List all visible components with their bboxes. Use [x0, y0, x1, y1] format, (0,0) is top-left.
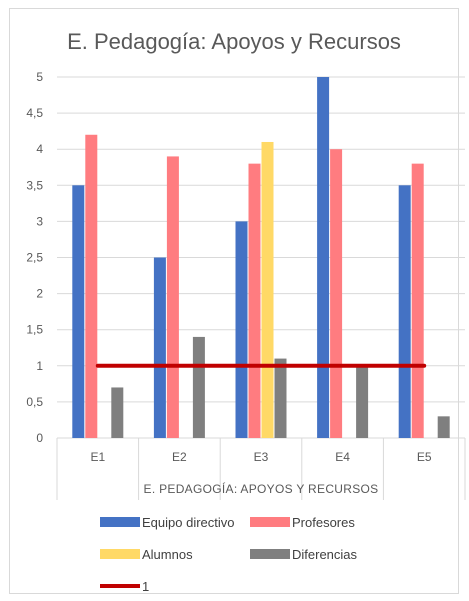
x-axis-tick-labels: E1 E2 E3 E4 E5: [90, 450, 431, 464]
legend-label: Alumnos: [142, 547, 193, 562]
x-tick-label: E3: [254, 450, 269, 464]
bar-profesores-e5: [411, 163, 424, 438]
gridlines: [56, 76, 466, 500]
bar-profesores-e2: [166, 156, 179, 439]
y-tick-label: 4,5: [26, 106, 43, 120]
y-tick-label: 1,5: [26, 323, 43, 337]
bar-equipo-directivo-e1: [72, 185, 85, 438]
legend-swatch: [250, 517, 290, 527]
y-tick-label: 3,5: [26, 178, 43, 192]
legend-label: Diferencias: [292, 547, 358, 562]
y-tick-label: 2: [36, 287, 43, 301]
y-tick-label: 3: [36, 214, 43, 228]
y-tick-label: 4: [36, 142, 43, 156]
x-tick-label: E1: [90, 450, 105, 464]
legend-swatch: [100, 517, 140, 527]
bar-profesores-e3: [248, 163, 261, 438]
x-axis-title: E. PEDAGOGÍA: APOYOS Y RECURSOS: [144, 481, 379, 496]
y-tick-label: 5: [36, 70, 43, 84]
bar-diferencias-e5: [437, 416, 450, 438]
y-tick-label: 0: [36, 431, 43, 445]
legend-label: Equipo directivo: [142, 515, 235, 530]
x-tick-label: E2: [172, 450, 187, 464]
legend: Equipo directivo Profesores Alumnos Diferen…: [100, 515, 358, 594]
bar-diferencias-e2: [192, 336, 205, 438]
x-tick-label: E4: [335, 450, 350, 464]
y-axis-tick-labels: 0 0,5 1 1,5 2 2,5 3 3,5 4 4,5 5: [26, 70, 43, 445]
bar-profesores-e1: [85, 134, 98, 438]
y-tick-label: 0,5: [26, 395, 43, 409]
y-tick-label: 1: [36, 359, 43, 373]
bar-equipo-directivo-e3: [235, 221, 248, 438]
x-tick-label: E5: [417, 450, 432, 464]
bar-diferencias-e4: [356, 365, 369, 438]
y-tick-label: 2,5: [26, 251, 43, 265]
legend-swatch: [100, 549, 140, 559]
legend-label: Profesores: [292, 515, 355, 530]
legend-label: 1: [142, 579, 149, 594]
bar-diferencias-e3: [274, 358, 287, 438]
bar-profesores-e4: [330, 149, 343, 438]
chart-title: E. Pedagogía: Apoyos y Recursos: [67, 29, 401, 54]
legend-swatch: [250, 549, 290, 559]
bar-diferencias-e1: [111, 387, 124, 438]
bar-alumnos-e3: [261, 141, 274, 439]
bar-equipo-directivo-e4: [317, 77, 330, 438]
bar-equipo-directivo-e2: [153, 257, 166, 438]
bar-equipo-directivo-e5: [398, 185, 411, 438]
bars: [72, 77, 450, 439]
